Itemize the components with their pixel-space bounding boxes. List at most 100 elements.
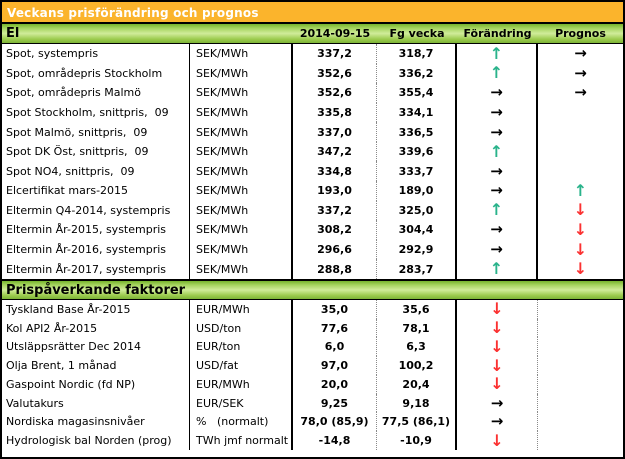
table-row: Kol API2 År-2015 USD/ton 77,6 78,1 ↓: [2, 318, 623, 338]
table-row: Eltermin År-2017, systempris SEK/MWh 288,8…: [2, 259, 623, 279]
table-row: Elcertifikat mars-2015 SEK/MWh 193,0 189,0 →…: [2, 181, 623, 201]
forecast-cell: [538, 300, 623, 319]
right-arrow-icon: →: [490, 161, 503, 180]
right-arrow-icon: →: [490, 103, 503, 122]
value-current: 193,0: [293, 181, 377, 201]
table-row: Spot, områdepris Malmö SEK/MWh 352,6 355,4 →…: [2, 83, 623, 103]
down-arrow-icon: ↓: [490, 299, 504, 319]
value-prev-week: 35,6: [377, 299, 457, 319]
right-arrow-icon: →: [574, 63, 587, 82]
change-cell: →: [457, 393, 538, 413]
change-cell: →: [457, 83, 538, 103]
forecast-cell: [538, 394, 623, 413]
row-label: Spot, systempris: [2, 44, 190, 64]
value-current: 352,6: [293, 83, 377, 103]
value-current: 296,6: [293, 239, 377, 260]
row-label: Spot, områdepris Malmö: [2, 83, 190, 103]
value-current: -14,8: [293, 431, 377, 450]
row-label: Elcertifikat mars-2015: [2, 181, 190, 201]
value-prev-week: 339,6: [377, 141, 457, 162]
table-row: Spot DK Öst, snittpris, 09 SEK/MWh 347,2 33…: [2, 141, 623, 162]
value-prev-week: 189,0: [377, 181, 457, 201]
row-label: Spot Stockholm, snittpris, 09: [2, 102, 190, 123]
value-prev-week: 292,9: [377, 239, 457, 260]
value-prev-week: 336,2: [377, 63, 457, 84]
value-current: 335,8: [293, 102, 377, 123]
row-label: Eltermin Q4-2014, systempris: [2, 200, 190, 221]
change-cell: ↑: [457, 200, 538, 221]
table-row: Spot Stockholm, snittpris, 09 SEK/MWh 335,…: [2, 102, 623, 123]
value-prev-week: 355,4: [377, 83, 457, 103]
value-prev-week: 333,7: [377, 161, 457, 182]
change-cell: ↓: [457, 356, 538, 375]
right-arrow-icon: →: [574, 83, 587, 102]
value-current: 337,2: [293, 44, 377, 64]
row-label: Kol API2 År-2015: [2, 318, 190, 338]
table-row: Spot, systempris SEK/MWh 337,2 318,7 ↑ →: [2, 44, 623, 64]
table-row: Gaspoint Nordic (fd NP) EUR/MWh 20,0 20,4 ↓: [2, 374, 623, 394]
right-arrow-icon: →: [490, 181, 503, 200]
forecast-cell: ↑: [538, 181, 623, 201]
row-label: Spot NO4, snittpris, 09: [2, 161, 190, 182]
row-unit: SEK/MWh: [190, 122, 293, 142]
forecast-cell: →: [538, 44, 623, 64]
value-prev-week: 325,0: [377, 200, 457, 221]
row-label: Valutakurs: [2, 393, 190, 413]
right-arrow-icon: →: [490, 83, 503, 102]
down-arrow-icon: ↓: [490, 337, 504, 356]
column-header-prev-week: Fg vecka: [389, 27, 445, 40]
down-arrow-icon: ↓: [573, 200, 588, 220]
down-arrow-icon: ↓: [573, 239, 588, 259]
value-prev-week: 304,4: [377, 220, 457, 240]
down-arrow-icon: ↓: [490, 318, 504, 338]
forecast-cell: [538, 161, 623, 181]
section-factors-rows: Tyskland Base År-2015 EUR/MWh 35,0 35,6 ↓ Kol…: [2, 299, 623, 450]
forecast-cell: [538, 375, 623, 394]
row-label: Spot DK Öst, snittpris, 09: [2, 141, 190, 162]
row-unit: SEK/MWh: [190, 161, 293, 182]
table-row: Spot, områdepris Stockholm SEK/MWh 352,6 33…: [2, 63, 623, 84]
right-arrow-icon: →: [490, 240, 503, 259]
row-label: Nordiska magasinsnivåer: [2, 412, 190, 432]
column-header-date: 2014-09-15: [299, 27, 371, 40]
right-arrow-icon: →: [490, 220, 503, 239]
value-prev-week: 6,3: [377, 337, 457, 357]
change-cell: ↑: [457, 141, 538, 162]
table-row: Eltermin År-2016, systempris SEK/MWh 296,6…: [2, 239, 623, 260]
row-unit: SEK/MWh: [190, 220, 293, 240]
row-label: Eltermin År-2016, systempris: [2, 239, 190, 260]
forecast-cell: [538, 103, 623, 123]
value-current: 6,0: [293, 337, 377, 357]
section-factors-title: Prispåverkande faktorer: [6, 282, 186, 298]
row-unit: % (normalt): [190, 412, 293, 432]
change-cell: ↓: [457, 431, 538, 450]
up-arrow-icon: ↑: [573, 181, 588, 200]
column-header-change: Förändring: [463, 27, 532, 40]
row-unit: EUR/ton: [190, 337, 293, 357]
forecast-cell: ↓: [538, 259, 623, 279]
change-cell: →: [457, 122, 538, 142]
row-label: Olja Brent, 1 månad: [2, 356, 190, 375]
value-prev-week: -10,9: [377, 431, 457, 450]
section-el-header-bar: El 2014-09-15 Fg vecka Förändring Progno…: [2, 24, 623, 44]
forecast-cell: [538, 319, 623, 338]
section-factors-header-bar: Prispåverkande faktorer: [2, 278, 623, 300]
row-unit: SEK/MWh: [190, 181, 293, 201]
value-current: 334,8: [293, 161, 377, 182]
down-arrow-icon: ↓: [490, 356, 504, 375]
down-arrow-icon: ↓: [490, 374, 504, 394]
row-label: Spot, områdepris Stockholm: [2, 63, 190, 84]
value-current: 78,0 (85,9): [293, 412, 377, 432]
row-unit: SEK/MWh: [190, 44, 293, 64]
row-label: Eltermin År-2015, systempris: [2, 220, 190, 240]
value-current: 35,0: [293, 299, 377, 319]
table-row: Hydrologisk bal Norden (prog) TWh jmf nor…: [2, 431, 623, 450]
value-current: 9,25: [293, 393, 377, 413]
value-prev-week: 283,7: [377, 259, 457, 279]
change-cell: →: [457, 161, 538, 182]
column-header-forecast: Prognos: [555, 27, 606, 40]
value-prev-week: 77,5 (86,1): [377, 412, 457, 432]
down-arrow-icon: ↓: [490, 431, 504, 450]
table-row: Eltermin År-2015, systempris SEK/MWh 308,2…: [2, 220, 623, 240]
